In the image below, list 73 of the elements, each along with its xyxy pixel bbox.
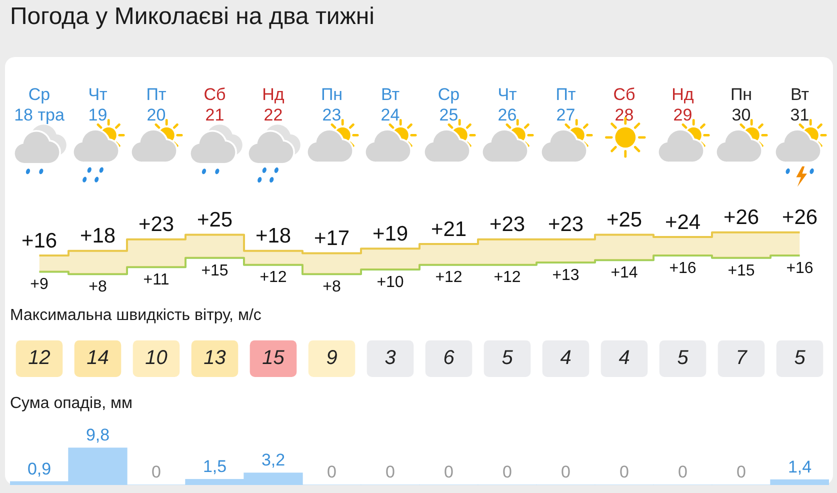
- data-label: 5: [794, 347, 806, 370]
- x-tick-label: Ср 18 тра: [14, 84, 65, 124]
- data-label: 4: [618, 347, 630, 370]
- data-label: 0: [152, 462, 161, 482]
- data-label: 0: [444, 462, 454, 482]
- data-label: +18: [255, 224, 292, 248]
- chart-title: Сума опадів, мм: [10, 395, 132, 412]
- x-tick-label: Нд 22: [262, 84, 284, 124]
- data-label: +24: [664, 210, 701, 234]
- data-label: 3,2: [261, 450, 286, 470]
- data-label: +12: [260, 269, 287, 286]
- x-tick-label: Вт 31: [790, 84, 810, 124]
- x-tick-label: Чт 26: [498, 84, 518, 124]
- data-label: +11: [143, 272, 170, 289]
- data-label: +12: [435, 269, 462, 286]
- data-label: +26: [782, 206, 818, 230]
- data-label: +23: [489, 213, 526, 236]
- data-label: +16: [21, 229, 58, 252]
- data-label: 13: [204, 347, 226, 370]
- data-label: 5: [502, 347, 514, 370]
- data-label: 14: [86, 347, 109, 370]
- data-label: 0,9: [27, 459, 52, 478]
- data-label: 4: [560, 347, 572, 370]
- data-label: 6: [443, 347, 456, 370]
- data-label: 0: [327, 462, 336, 482]
- data-label: 0: [678, 462, 688, 482]
- data-label: +25: [606, 208, 642, 232]
- x-tick-label: Чт 19: [88, 84, 108, 124]
- x-tick-label: Пн 23: [320, 84, 343, 124]
- data-label: 9: [326, 347, 338, 370]
- data-label: +12: [494, 269, 521, 286]
- data-label: 9,8: [86, 426, 110, 445]
- data-label: 3: [384, 347, 396, 370]
- data-label: +15: [728, 262, 755, 280]
- data-label: 7: [736, 347, 748, 370]
- data-label: 0: [620, 462, 629, 482]
- data-label: +8: [322, 278, 341, 296]
- data-label: +25: [196, 208, 233, 232]
- data-label: +23: [138, 213, 174, 236]
- data-label: 0: [502, 462, 512, 482]
- chart-title: Погода у Миколаєві на два тижні: [10, 3, 374, 30]
- data-label: +19: [372, 222, 408, 246]
- data-label: +8: [88, 278, 107, 296]
- x-tick-label: Сб 21: [204, 84, 226, 124]
- data-label: 0: [386, 462, 395, 482]
- x-tick-label: Пт 27: [556, 84, 576, 124]
- data-label: +9: [30, 276, 48, 294]
- data-label: +16: [786, 260, 814, 277]
- data-label: 5: [677, 347, 690, 370]
- data-label: 1,5: [202, 457, 227, 476]
- data-label: +10: [376, 274, 404, 291]
- x-tick-label: Пт 20: [146, 84, 166, 124]
- data-label: 10: [145, 347, 168, 370]
- data-label: +13: [552, 266, 580, 284]
- data-label: +14: [610, 264, 638, 282]
- x-tick-label: Нд 29: [672, 84, 694, 124]
- x-tick-label: Пн 30: [730, 84, 752, 124]
- data-label: 12: [28, 347, 50, 370]
- data-label: +23: [548, 213, 584, 236]
- data-label: 15: [262, 347, 286, 370]
- chart-title: Максимальна швидкість вітру, м/с: [10, 307, 262, 324]
- data-label: +15: [201, 262, 228, 280]
- data-label: 1,4: [788, 457, 812, 476]
- x-tick-label: Ср 25: [438, 84, 460, 124]
- x-tick-label: Вт 24: [380, 84, 400, 124]
- data-label: 0: [736, 462, 746, 482]
- data-label: 0: [561, 462, 570, 482]
- data-label: +26: [723, 206, 760, 230]
- x-tick-label: Сб 28: [613, 84, 636, 124]
- data-label: +17: [314, 227, 350, 250]
- data-label: +18: [80, 224, 116, 248]
- data-label: +16: [669, 260, 696, 277]
- data-label: +21: [430, 218, 467, 241]
